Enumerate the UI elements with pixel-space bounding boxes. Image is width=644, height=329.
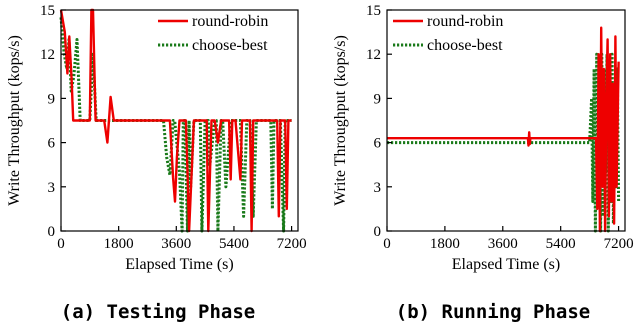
x-axis-title: Elapsed Time (s) [452,256,560,273]
legend-label-choose-best: choose-best [192,37,268,54]
y-tick-label: 3 [48,180,56,196]
caption-running-phase: (b) Running Phase [396,301,590,323]
y-tick-label: 0 [374,224,382,240]
chart-running-phase: 0 1800 3600 5400 7200 0 3 6 9 12 15 Elapsed Time (… [332,3,634,323]
y-tick-label: 6 [374,136,382,152]
y-tick-label: 6 [48,136,56,152]
chart-testing-phase: 0 1800 3600 5400 7200 0 3 6 9 12 15 Elapsed Time (… [6,3,307,323]
x-tick-label: 0 [383,236,391,252]
series-line-round-robin [387,26,620,233]
x-tick-label: 1800 [104,236,134,252]
x-tick-label: 1800 [430,236,460,252]
series-line-choose-best [387,52,621,233]
caption-testing-phase: (a) Testing Phase [61,301,255,323]
x-tick-label: 3600 [488,236,518,252]
x-tick-label: 7200 [604,236,634,252]
legend: round-robin choose-best [393,13,503,54]
y-axis-title: Write Throughput (kops/s) [6,35,23,206]
x-tick-label: 7200 [277,236,307,252]
plot-frame [386,9,626,232]
y-tick-label: 15 [366,3,381,19]
plot-frame [60,9,299,232]
x-tick-label: 5400 [219,236,249,252]
y-tick-label: 15 [40,3,55,19]
y-tick-label: 9 [48,91,56,107]
x-axis-title: Elapsed Time (s) [125,256,233,273]
x-tick-label: 3600 [161,236,191,252]
y-tick-label: 12 [40,47,55,63]
y-tick-label: 0 [48,224,56,240]
legend-label-round-robin: round-robin [427,13,503,30]
legend: round-robin choose-best [158,13,268,54]
x-tick-label: 5400 [546,236,576,252]
y-tick-label: 9 [374,91,382,107]
legend-label-round-robin: round-robin [192,13,268,30]
legend-label-choose-best: choose-best [427,37,503,54]
y-axis-title: Write Throughput (kops/s) [332,35,349,206]
x-tick-label: 0 [57,236,65,252]
y-tick-label: 12 [366,47,381,63]
y-tick-label: 3 [374,180,382,196]
